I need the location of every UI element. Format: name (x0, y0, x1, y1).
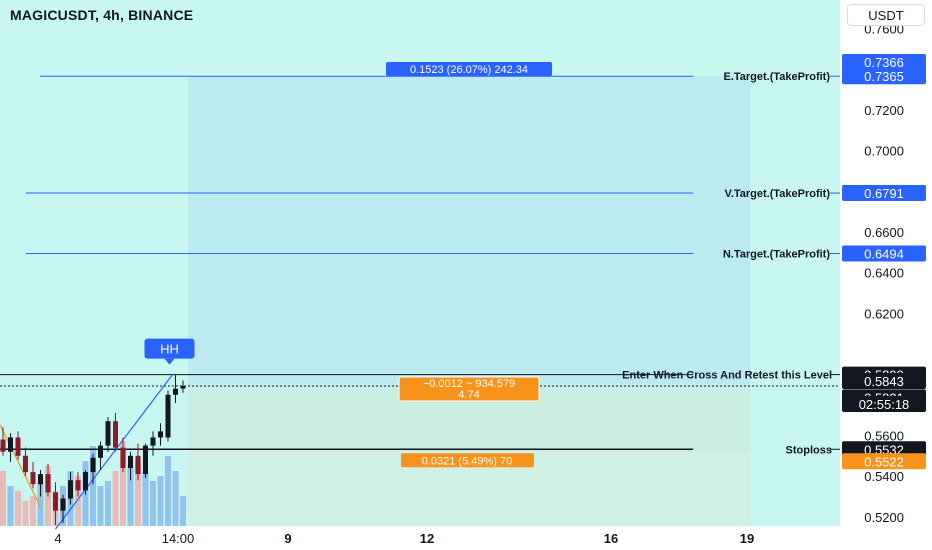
y-tick-label: 0.6400 (864, 266, 904, 281)
candle-body (166, 395, 171, 438)
countdown-text: 02:55:18 (859, 397, 910, 412)
y-tick-label: 0.5200 (864, 510, 904, 525)
volume-bar (158, 476, 164, 526)
candle-body (38, 474, 43, 484)
candle-body (173, 389, 178, 395)
y-tick-label: 0.7000 (864, 144, 904, 159)
profit-zone (188, 76, 750, 386)
x-tick-label: 4 (54, 531, 61, 546)
volume-bar (173, 471, 179, 526)
candle-body (143, 446, 148, 474)
y-tick-label: 0.6200 (864, 306, 904, 321)
candle-body (76, 480, 81, 490)
y-tick-label: 0.7200 (864, 103, 904, 118)
level-label-1: E.Target.(TakeProfit) (723, 71, 830, 83)
y-tick-label: 0.5600 (864, 428, 904, 443)
candle-body (61, 499, 66, 511)
stop-info-text: 0.0321 (5.49%) 70 (422, 455, 513, 467)
volume-bar (98, 486, 104, 526)
target-info-text: 0.1523 (26.07%) 242.34 (410, 64, 528, 76)
level-tag-text-1: 0.7365 (864, 69, 904, 84)
level-label-3: N.Target.(TakeProfit) (723, 248, 830, 260)
level-tag-text-3: 0.6494 (864, 246, 904, 261)
candle-body (98, 446, 103, 458)
x-tick-label: 14:00 (162, 531, 195, 546)
candle-body (106, 421, 111, 445)
x-tick-label: 19 (740, 531, 754, 546)
volume-bar (15, 491, 21, 526)
entry-info-text-2: 4.74 (458, 389, 479, 401)
candle-body (23, 456, 28, 472)
candle-body (31, 472, 36, 484)
currency-button[interactable]: USDT (847, 4, 925, 26)
candle-body (91, 458, 96, 472)
candle-body (113, 421, 118, 447)
candle-body (151, 437, 156, 445)
hh-marker-text: HH (160, 342, 179, 357)
volume-bar (105, 481, 111, 526)
level-tag-text-2: 0.6791 (864, 186, 904, 201)
candle-body (53, 492, 58, 510)
volume-bar (0, 471, 6, 526)
candle-body (158, 431, 163, 437)
volume-bar (150, 481, 156, 526)
price-tag-text-1: 0.7366 (864, 55, 904, 70)
y-tick-label: 0.6600 (864, 225, 904, 240)
candle-body (121, 448, 126, 468)
volume-bar (23, 501, 29, 526)
price-tag-text-2: 0.5843 (864, 374, 904, 389)
x-tick-label: 9 (284, 531, 291, 546)
candle-body (16, 437, 21, 455)
chart-title: MAGICUSDT, 4h, BINANCE (10, 7, 193, 23)
candle-body (68, 480, 73, 498)
candle-body (46, 474, 51, 492)
candle-body (128, 456, 133, 468)
candle-body (136, 456, 141, 474)
price-tag-text-4: 0.5522 (864, 454, 904, 469)
level-label-4: Enter When Cross And Retest this Level (622, 370, 832, 382)
candle-body (181, 386, 186, 389)
candle-body (83, 472, 88, 490)
volume-bar (30, 496, 36, 526)
level-label-2: V.Target.(TakeProfit) (724, 188, 830, 200)
level-label-5: Stoploss (786, 444, 832, 456)
candle-body (1, 440, 6, 452)
volume-bar (8, 486, 14, 526)
y-tick-label: 0.5400 (864, 469, 904, 484)
candle-body (8, 437, 13, 451)
volume-bar (113, 471, 119, 526)
volume-bar (143, 471, 149, 526)
volume-bar (165, 456, 171, 526)
x-tick-label: 12 (420, 531, 434, 546)
volume-bar (180, 496, 186, 526)
x-tick-label: 16 (604, 531, 618, 546)
